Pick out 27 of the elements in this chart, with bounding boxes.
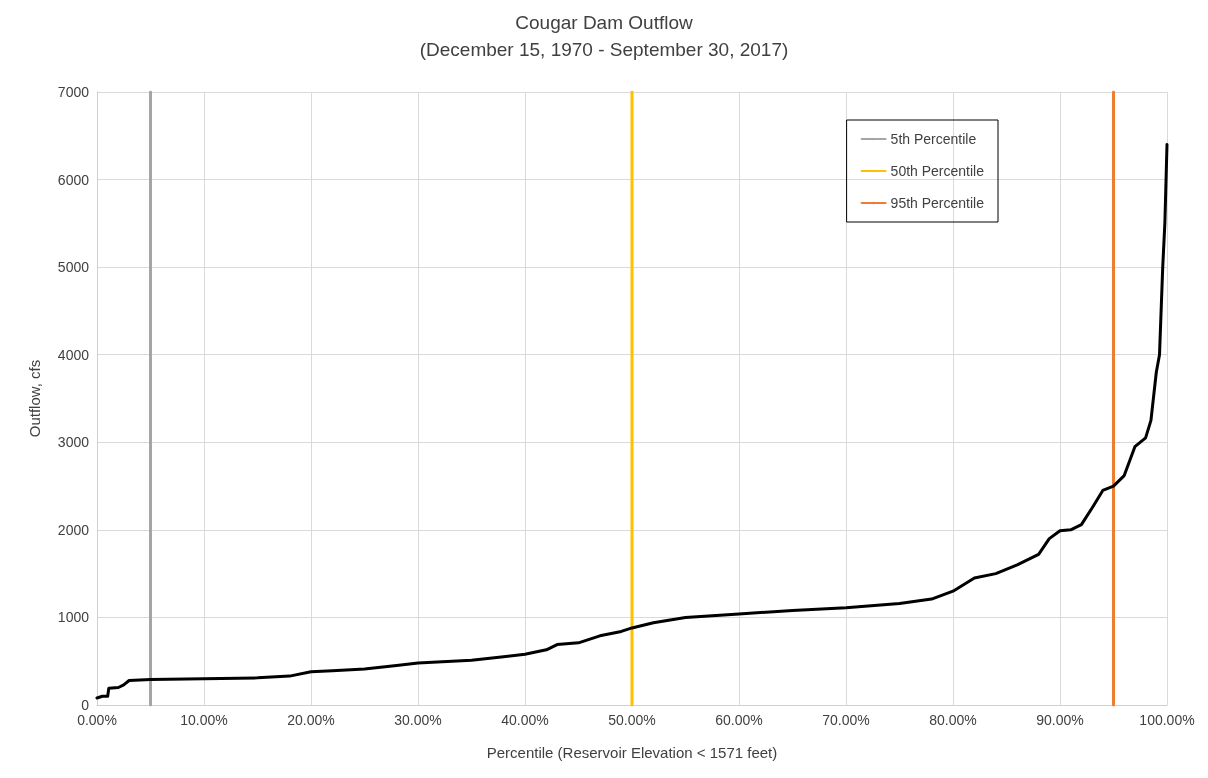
x-tick-label: 100.00%	[1139, 712, 1195, 728]
legend-label: 5th Percentile	[890, 131, 977, 147]
y-tick-label: 4000	[57, 346, 90, 363]
x-tick-label: 90.00%	[1036, 712, 1084, 728]
x-tick-label: 60.00%	[715, 712, 763, 728]
y-tick-label: 7000	[57, 84, 90, 100]
legend-label: 95th Percentile	[890, 195, 985, 211]
chart-subtitle: (December 15, 1970 - September 30, 2017)	[419, 39, 789, 60]
y-tick-label: 2000	[57, 521, 90, 538]
line-series	[95, 143, 1169, 700]
x-tick-label: 80.00%	[929, 712, 977, 728]
x-tick-label: 0.00%	[77, 712, 117, 728]
y-tick-label: 3000	[57, 434, 90, 451]
x-tick-label: 10.00%	[180, 712, 228, 728]
y-tick-label: 1000	[57, 609, 90, 626]
x-axis-title: Percentile (Reservoir Elevation < 1571 feet)	[486, 744, 778, 761]
y-tick-label: 0	[81, 697, 90, 713]
y-tick-label: 6000	[57, 171, 90, 188]
chart-title: Cougar Dam Outflow	[515, 12, 693, 33]
y-axis-title: Outflow, cfs	[26, 359, 43, 438]
x-tick-label: 70.00%	[822, 712, 870, 728]
y-tick-label: 5000	[57, 259, 90, 276]
legend-label: 50th Percentile	[890, 163, 985, 179]
x-tick-label: 30.00%	[394, 712, 442, 728]
x-tick-label: 40.00%	[501, 712, 549, 728]
x-tick-label: 20.00%	[287, 712, 335, 728]
x-tick-label: 50.00%	[608, 712, 656, 728]
